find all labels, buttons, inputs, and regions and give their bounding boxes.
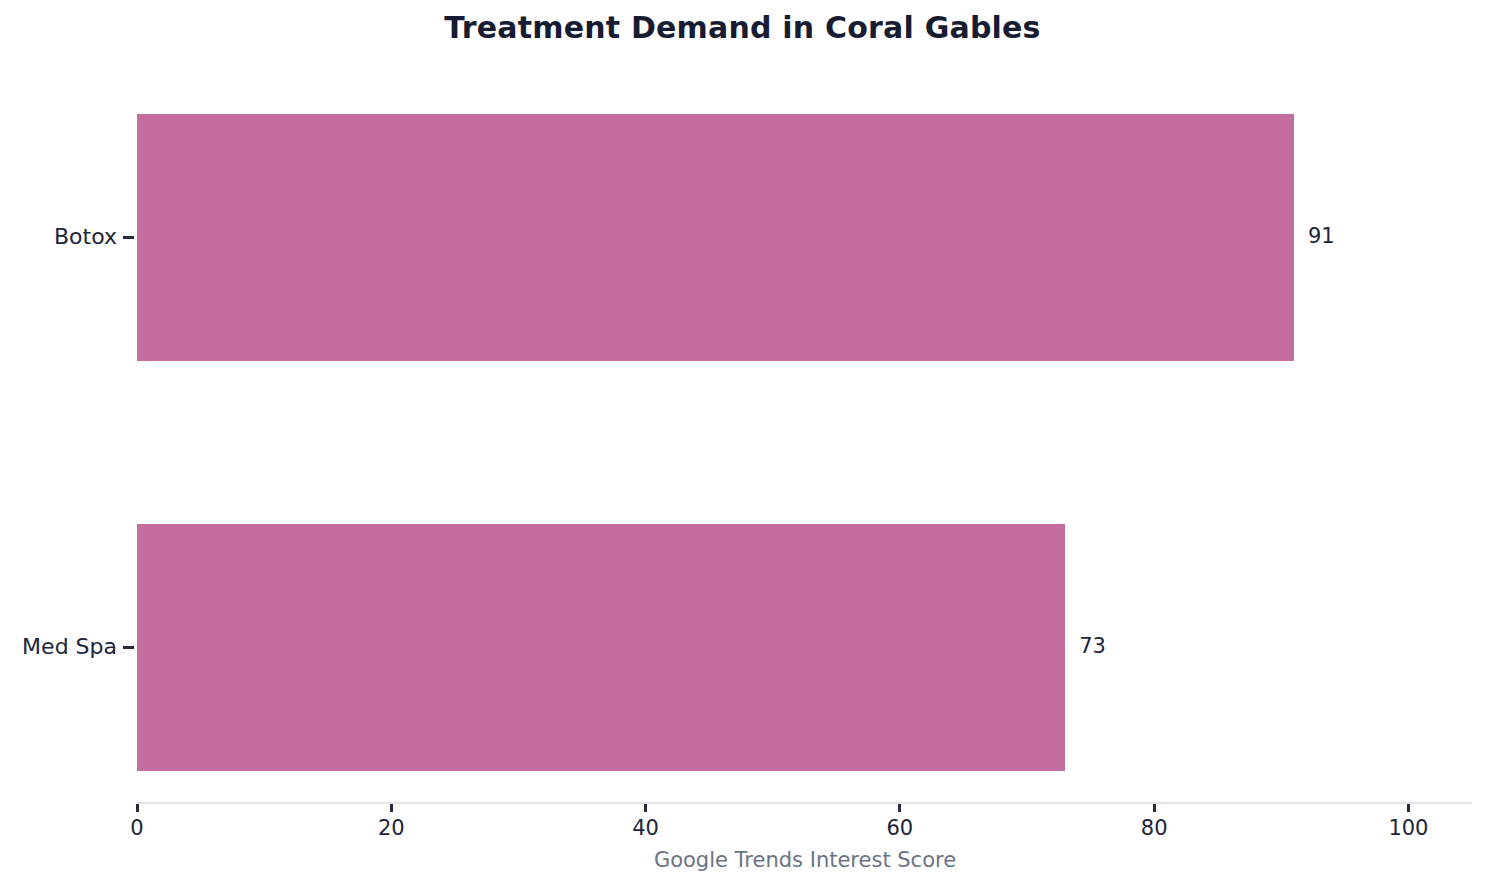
x-axis-label: Google Trends Interest Score	[0, 848, 1485, 872]
x-tick-label: 40	[606, 818, 686, 839]
x-tick-mark	[644, 804, 647, 812]
x-tick-label: 20	[351, 818, 431, 839]
bar-med-spa	[137, 524, 1065, 771]
y-tick-mark	[123, 646, 134, 649]
x-tick-mark	[898, 804, 901, 812]
x-tick-label: 60	[860, 818, 940, 839]
x-axis-line	[137, 802, 1472, 804]
x-tick-mark	[390, 804, 393, 812]
x-tick-label: 100	[1368, 818, 1448, 839]
bar-value-label: 73	[1079, 636, 1106, 657]
y-tick-label: Med Spa	[0, 636, 117, 658]
bar-value-label: 91	[1308, 226, 1335, 247]
chart-canvas: Treatment Demand in Coral Gables Botox 91…	[0, 0, 1485, 887]
y-tick-mark	[123, 236, 134, 239]
x-tick-label: 0	[97, 818, 177, 839]
x-tick-label: 80	[1114, 818, 1194, 839]
x-tick-mark	[1153, 804, 1156, 812]
x-tick-mark	[1407, 804, 1410, 812]
chart-title: Treatment Demand in Coral Gables	[0, 10, 1485, 45]
y-tick-label: Botox	[0, 226, 117, 248]
x-tick-mark	[136, 804, 139, 812]
bar-botox	[137, 114, 1294, 361]
